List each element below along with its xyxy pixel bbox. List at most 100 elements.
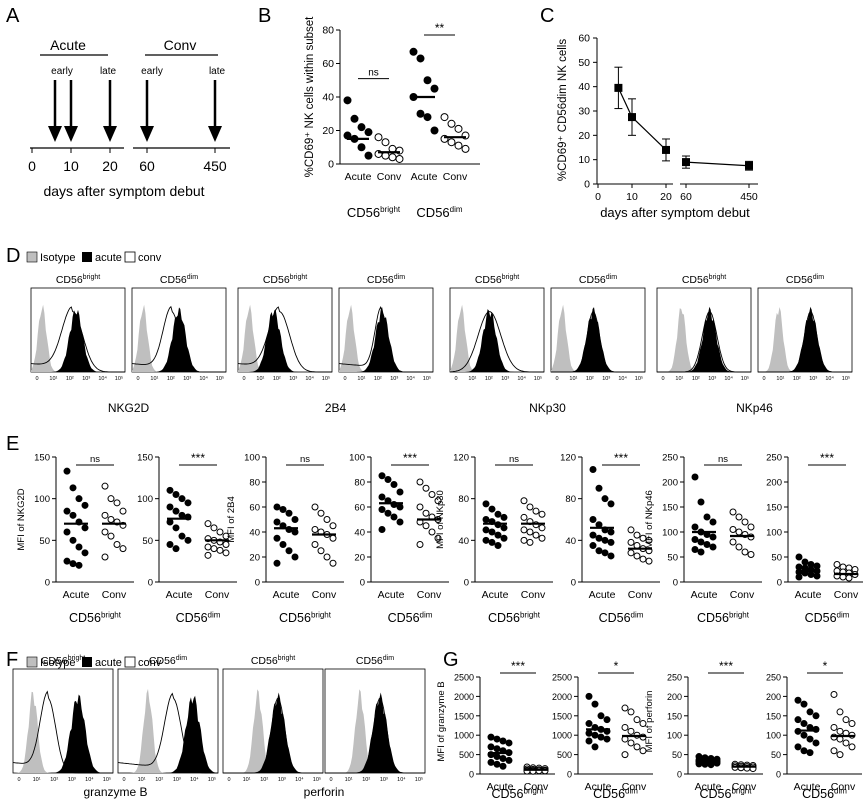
acute-data-point	[691, 523, 699, 531]
acute-data-point	[703, 513, 711, 521]
y-tick-label: 60	[578, 33, 590, 45]
y-tick-label: 150	[667, 711, 682, 721]
acute-swatch	[82, 657, 92, 667]
histogram-tick-label: 10¹	[569, 376, 577, 382]
data-point	[662, 145, 670, 154]
histogram-tick-label: 10⁴	[85, 776, 94, 783]
histogram-tick-label: 10⁵	[322, 375, 330, 382]
significance-label: ***	[820, 451, 834, 465]
timeline-tick-label: 20	[102, 158, 118, 174]
y-tick-label: 200	[766, 692, 781, 702]
acute-data-point	[285, 547, 293, 555]
histogram-tick-label: 10¹	[468, 376, 476, 382]
histogram-tick-label: 10⁵	[208, 776, 216, 783]
y-tick-label: 250	[667, 673, 682, 683]
conv-data-point	[107, 516, 115, 523]
acute-data-point	[597, 733, 605, 741]
acute-data-point	[807, 571, 815, 578]
conv-data-point	[627, 549, 635, 557]
timeline-tick-label: 10	[63, 158, 79, 174]
conv-data-point	[222, 541, 230, 548]
conv-data-point	[113, 499, 121, 507]
conv-data-point	[416, 503, 424, 511]
acute-data-point	[63, 557, 71, 565]
conv-data-point	[520, 513, 528, 521]
y-tick-label: 250	[662, 453, 678, 464]
acute-histogram	[31, 309, 125, 372]
acute-data-point	[378, 472, 386, 480]
y-axis-title: MFI of perforin	[644, 691, 655, 753]
subset-label: CD56dim	[802, 786, 847, 800]
histogram-tick-label: 10⁴	[190, 776, 199, 783]
conv-data-point	[323, 553, 331, 561]
acute-data-point	[794, 696, 802, 704]
legend-acute-label: acute	[95, 252, 122, 264]
histogram-tick-label: 10⁵	[842, 375, 850, 382]
acute-data-point	[806, 735, 814, 743]
conv-data-point	[119, 507, 127, 515]
acute-data-point	[800, 747, 808, 755]
acute-data-point	[166, 486, 174, 494]
acute-data-point	[63, 507, 71, 515]
conv-data-point	[836, 727, 844, 735]
histogram-tick-label: 10⁵	[103, 776, 111, 783]
significance-label: *	[614, 659, 619, 673]
histogram-tick-label: 10¹	[675, 376, 683, 382]
y-tick-label: 0	[777, 578, 782, 589]
histogram-tick-label: 10²	[793, 376, 801, 382]
conv-data-point	[633, 743, 641, 751]
conv-data-point	[520, 497, 528, 505]
data-point	[628, 113, 636, 122]
histogram-tick-label: 10²	[50, 777, 58, 783]
isotype-histogram	[758, 307, 852, 372]
acute-histogram	[223, 692, 323, 773]
acute-data-point	[597, 712, 605, 720]
significance-label: ns	[368, 68, 379, 79]
timeline-arrows	[48, 80, 222, 142]
conv-data-point	[538, 534, 546, 542]
conv-histogram	[30, 306, 125, 373]
acute-data-point	[184, 499, 192, 507]
conv-data-point	[454, 124, 463, 133]
acute-histogram	[13, 694, 113, 773]
conv-data-point	[311, 526, 319, 533]
histogram-tick-label: 10³	[602, 376, 610, 382]
acute-data-point	[279, 541, 287, 548]
conv-data-point	[119, 545, 127, 553]
histogram-tick-label: 10⁵	[415, 776, 423, 783]
y-axis-title: MFI of NKG2D	[16, 488, 27, 550]
acute-data-point	[172, 545, 180, 553]
timeline-tick-label: 450	[203, 158, 227, 174]
legend-f: Isotype acute conv	[26, 656, 162, 669]
conv-data-point	[422, 509, 430, 517]
subset-label: CD56bright	[492, 786, 545, 800]
isotype-histogram	[450, 304, 544, 372]
histogram-subset-label: CD56dim	[579, 274, 617, 286]
conv-data-point	[836, 751, 844, 759]
conv-data-point	[735, 543, 743, 551]
acute-data-point	[396, 488, 404, 496]
y-tick-label: 1000	[454, 731, 474, 741]
subset-label: CD56bright	[700, 786, 753, 800]
acute-data-point	[488, 528, 496, 536]
acute-data-point	[493, 753, 501, 761]
conv-data-point	[461, 144, 470, 153]
y-tick-label: 20	[322, 125, 334, 137]
conv-data-point	[101, 482, 109, 490]
conv-data-point	[621, 723, 629, 731]
group-label: Acute	[795, 589, 822, 601]
y-tick-label: 0	[45, 578, 50, 589]
conv-data-point	[428, 491, 436, 498]
acute-data-point	[482, 500, 490, 508]
conv-data-point	[374, 133, 383, 142]
acute-data-point	[607, 500, 615, 508]
y-tick-label: 0	[677, 770, 682, 780]
y-tick-label: 40	[322, 92, 334, 104]
legend-isotype-label: Isotype	[40, 657, 75, 669]
conv-data-point	[329, 559, 337, 567]
acute-data-point	[172, 491, 180, 498]
conv-data-point	[639, 720, 647, 728]
significance-label: ***	[719, 659, 733, 673]
subset-label: CD56bright	[697, 610, 750, 625]
x-tick-label: 60	[680, 191, 692, 203]
